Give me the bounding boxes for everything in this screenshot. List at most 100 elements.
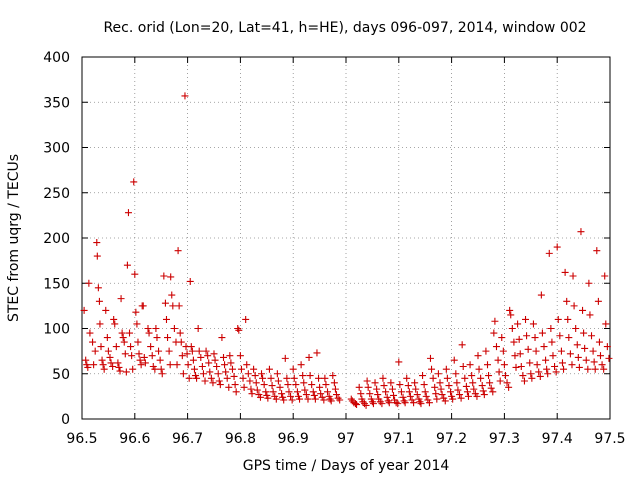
data-point [237,365,245,373]
data-point [373,385,381,393]
data-point [538,329,546,337]
data-point [536,372,544,380]
data-point [384,397,392,405]
data-point [207,374,215,382]
data-point [487,384,495,392]
data-point [366,390,374,398]
data-point [469,379,477,387]
data-point [586,311,594,319]
data-point [98,356,106,364]
data-point [178,352,186,360]
data-point [236,352,244,360]
data-point [510,338,518,346]
data-point [566,350,574,358]
data-point [491,317,499,325]
data-point [464,392,472,400]
data-point [582,356,590,364]
x-tick-label: 96.8 [225,431,256,447]
data-point [272,395,280,403]
data-point [403,374,411,382]
data-point [91,347,99,355]
data-point [580,329,588,337]
data-point [593,247,601,255]
data-point [394,400,402,408]
data-point [395,358,403,366]
data-point [399,393,407,401]
data-point [169,302,177,310]
data-point [311,395,319,403]
data-point [533,361,541,369]
data-point [532,347,540,355]
data-point [387,379,395,387]
data-point [529,320,537,328]
data-point [301,386,309,394]
data-point [242,315,250,323]
data-point [515,335,523,343]
data-point [262,388,270,396]
data-point [205,359,213,367]
data-point [157,365,165,373]
x-tick-labels: 96.5 96.6 96.7 96.8 96.9 97 97.1 97.2 97.3 97.4 97… [66,431,625,447]
data-point [288,396,296,404]
x-tick-label: 97.4 [542,431,573,447]
data-point [158,370,166,378]
data-point [141,359,149,367]
data-point [422,392,430,400]
data-point [135,350,143,358]
data-point [231,381,239,389]
data-point [479,387,487,395]
data-point [547,325,555,332]
data-point [421,388,429,396]
data-point [436,379,444,387]
data-point [330,379,338,387]
data-point [362,401,370,409]
data-point [560,365,568,373]
data-point [570,302,578,310]
data-point [283,374,291,382]
y-tick-label: 50 [52,367,70,383]
data-point [492,343,500,351]
data-point [452,370,460,378]
data-point [512,363,520,371]
data-point [449,395,457,403]
data-point [310,391,318,399]
data-point [466,361,474,369]
data-point [188,347,196,355]
data-point [557,347,565,355]
data-point [235,326,243,334]
data-point [99,361,107,369]
data-point [162,315,170,323]
data-point [218,334,226,342]
data-point [293,388,301,396]
data-point [234,325,242,332]
data-point [463,388,471,396]
data-point [134,338,142,346]
y-tick-label: 400 [43,50,70,66]
data-point [484,361,492,369]
data-point [82,356,90,364]
data-point [544,370,552,378]
data-point [179,370,187,378]
data-point [565,334,573,342]
data-point [285,388,293,396]
data-point [390,391,398,399]
data-point [137,361,145,369]
data-point [511,352,519,360]
data-point [412,385,420,393]
data-point [420,381,428,389]
y-tick-label: 250 [43,186,70,202]
data-point [210,350,218,358]
data-point [527,370,535,378]
data-point [174,247,182,255]
data-point [445,382,453,390]
data-point [588,332,596,340]
data-point [477,374,485,382]
data-point [327,397,335,405]
data-point [577,228,585,236]
data-point [453,379,461,387]
data-point [456,391,464,399]
data-point [584,365,592,373]
data-point [230,372,238,380]
data-point [400,397,408,405]
x-axis-label: GPS time / Days of year 2014 [243,458,450,474]
